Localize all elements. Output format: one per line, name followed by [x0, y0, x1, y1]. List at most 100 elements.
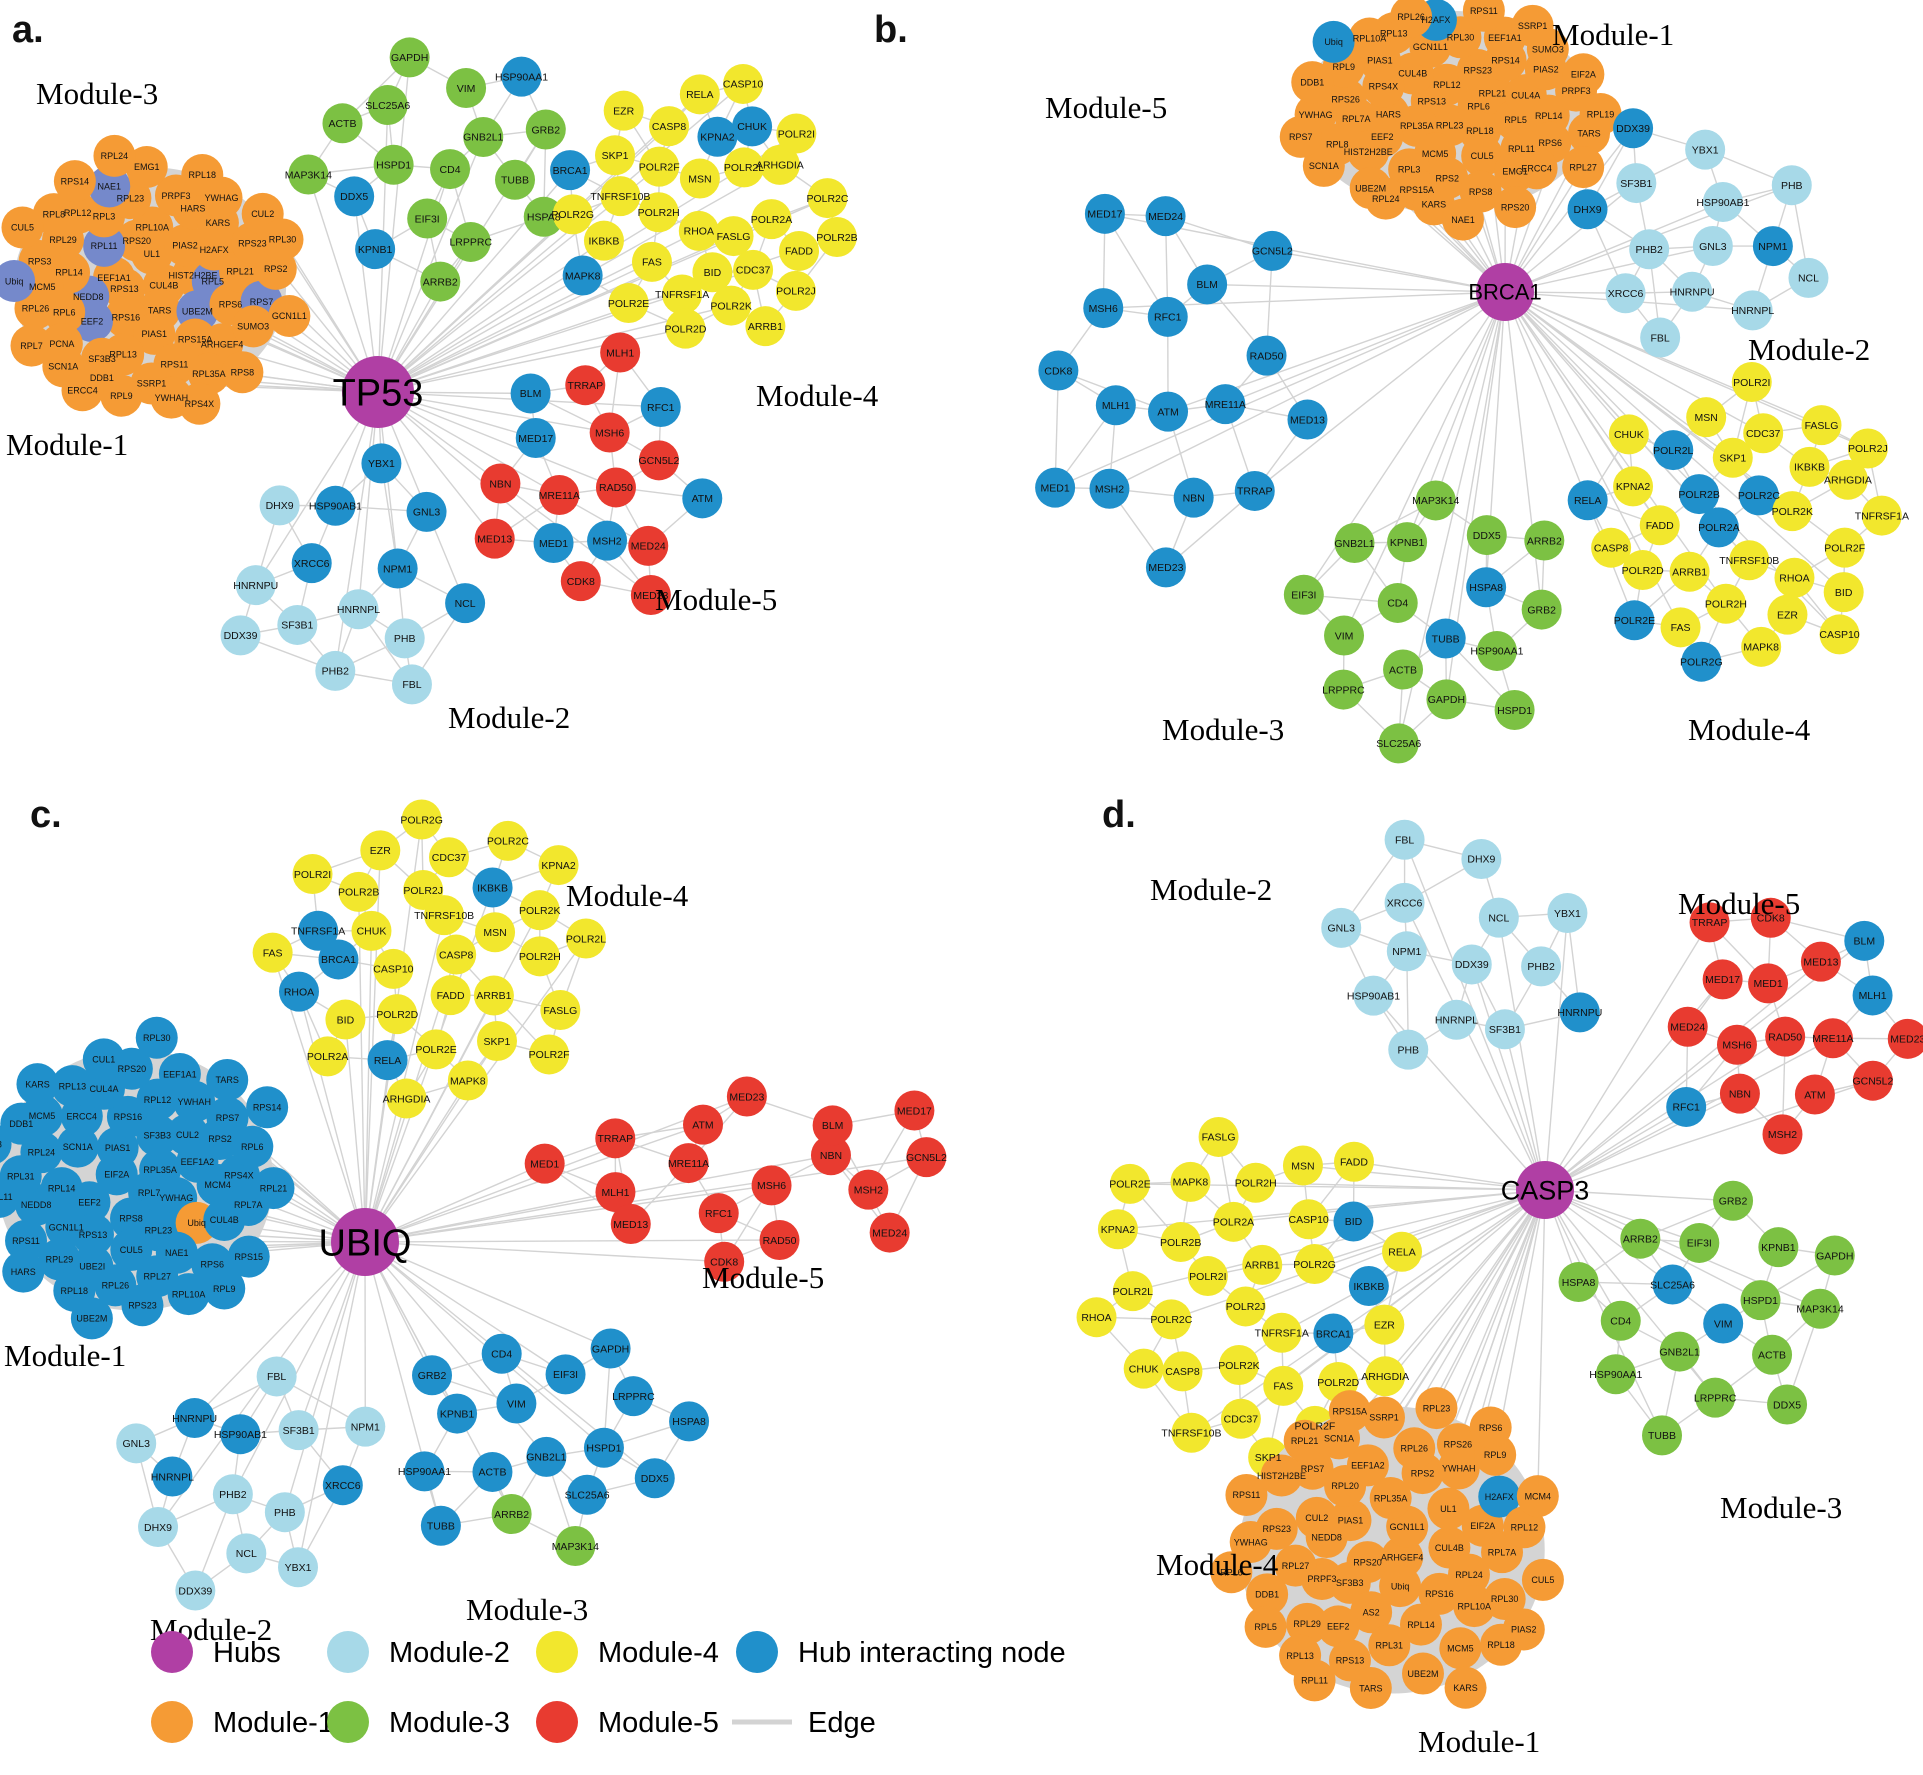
- gene-node-label: MSH6: [1722, 1040, 1751, 1052]
- gene-node-label: POLR2G: [400, 814, 443, 826]
- gene-node-label: SF3B3: [1336, 1578, 1364, 1588]
- gene-node: [704, 1241, 745, 1282]
- gene-node-label: FADD: [1646, 520, 1674, 532]
- gene-node-label: CUL2: [1305, 1513, 1328, 1523]
- gene-node-label: CD4: [1387, 598, 1408, 610]
- gene-node: [288, 154, 329, 195]
- gene-node: [0, 260, 36, 303]
- gene-node: [1732, 290, 1773, 331]
- gene-node: [1173, 477, 1214, 518]
- gene-node-label: POLR2L: [1653, 445, 1693, 457]
- gene-node: [1847, 428, 1888, 469]
- gene-node: [1283, 574, 1324, 615]
- gene-node-label: POLR2H: [638, 207, 680, 219]
- gene-node-label: NPM1: [1392, 946, 1421, 958]
- gene-node: [322, 103, 363, 144]
- gene-node: [698, 1193, 739, 1234]
- gene-node: [1738, 475, 1779, 516]
- gene-node: [1765, 1016, 1806, 1057]
- gene-node-label: EEF2: [1327, 1622, 1350, 1632]
- gene-node: [1752, 1334, 1793, 1375]
- gene-node: [1758, 1227, 1799, 1268]
- gene-node-label: RPL10A: [1457, 1601, 1491, 1611]
- hub-label: TP53: [333, 372, 424, 414]
- gene-node: [679, 158, 720, 199]
- gene-node: [1698, 507, 1739, 548]
- gene-node-label: POLR2D: [664, 323, 706, 335]
- gene-node-label: TUBB: [1432, 633, 1460, 645]
- gene-node: [166, 1113, 209, 1156]
- gene-node: [590, 1328, 631, 1369]
- gene-node-label: RPS6: [201, 1259, 225, 1269]
- gene-node-label: MLH1: [1102, 400, 1130, 412]
- gene-node-label: PIAS2: [172, 240, 198, 250]
- gene-node: [1148, 391, 1189, 432]
- gene-node: [206, 1058, 249, 1101]
- gene-node-label: RPL5: [1504, 115, 1527, 125]
- gene-node: [1425, 618, 1466, 659]
- gene-node: [630, 575, 671, 616]
- gene-node-label: MED13: [1290, 414, 1325, 426]
- gene-node: [1348, 17, 1391, 60]
- gene-node-label: IKBKB: [1353, 1281, 1384, 1293]
- gene-node-label: MED13: [1803, 956, 1838, 968]
- gene-node-label: H2AFX: [200, 245, 229, 255]
- gene-node: [1743, 413, 1784, 454]
- gene-node-label: ARHGDIA: [383, 1093, 431, 1105]
- hub-edge: [364, 1191, 616, 1243]
- gene-node: [1640, 317, 1681, 358]
- gene-node-label: MED23: [633, 590, 668, 602]
- gene-node: [1469, 1406, 1512, 1449]
- gene-node-label: UL1: [144, 249, 161, 259]
- gene-node: [1702, 959, 1743, 1000]
- gene-node-label: MCM4: [1525, 1491, 1552, 1501]
- gene-node-label: NAE1: [1451, 215, 1475, 225]
- gene-node-label: GCN1L1: [49, 1222, 84, 1232]
- gene-node-label: PIAS2: [1533, 64, 1559, 74]
- gene-node: [1415, 480, 1456, 521]
- gene-node-label: RPL13: [59, 1081, 87, 1091]
- gene-node: [1567, 189, 1608, 230]
- gene-node: [1771, 165, 1812, 206]
- gene-node-label: UBE2M: [182, 306, 213, 316]
- gene-node-label: RPS16: [114, 1112, 143, 1122]
- gene-node: [384, 618, 425, 659]
- gene-node: [1187, 264, 1228, 305]
- gene-node: [480, 463, 521, 504]
- gene-node-label: POLR2A: [307, 1051, 348, 1063]
- gene-node: [1681, 641, 1722, 682]
- hub-edge: [1272, 250, 1506, 293]
- gene-node-label: RPL30: [143, 1033, 171, 1043]
- gene-node: [206, 1096, 249, 1139]
- gene-node-label: BLM: [1196, 279, 1218, 291]
- gene-node-label: NEDD8: [21, 1200, 52, 1210]
- gene-node-label: HNRNPL: [151, 1471, 194, 1483]
- gene-node: [220, 615, 261, 656]
- gene-node: [1205, 384, 1246, 425]
- gene-node-label: BID: [1835, 587, 1853, 599]
- panel-letter: b.: [874, 9, 908, 51]
- gene-node: [278, 1547, 319, 1588]
- gene-node: [1147, 296, 1188, 337]
- gene-node-label: CD4: [440, 164, 461, 176]
- gene-node: [1613, 466, 1654, 507]
- gene-node: [437, 1393, 478, 1434]
- gene-node-label: FBL: [1395, 835, 1414, 847]
- gene-node-label: CASP10: [1819, 629, 1859, 641]
- gene-node-label: RPL7: [138, 1188, 161, 1198]
- gene-node-label: TNFRSF10B: [1719, 555, 1779, 567]
- gene-node: [1323, 669, 1364, 710]
- hub-edge: [255, 391, 379, 586]
- gene-node: [361, 443, 402, 484]
- gene-node-label: GNB2L1: [526, 1452, 566, 1464]
- gene-node-label: POLR2J: [1848, 443, 1888, 455]
- gene-node-label: HNRNPL: [1435, 1015, 1478, 1027]
- gene-node-label: EEF2: [78, 1198, 101, 1208]
- gene-node-label: HSP90AB1: [309, 501, 362, 513]
- gene-node-label: PHB: [1781, 180, 1803, 192]
- gene-node-label: RPS20: [1353, 1557, 1382, 1567]
- gene-node: [1692, 226, 1733, 267]
- gene-node: [1567, 480, 1608, 521]
- gene-node-label: ARRB1: [1245, 1260, 1280, 1272]
- gene-node-label: DDX39: [1455, 959, 1489, 971]
